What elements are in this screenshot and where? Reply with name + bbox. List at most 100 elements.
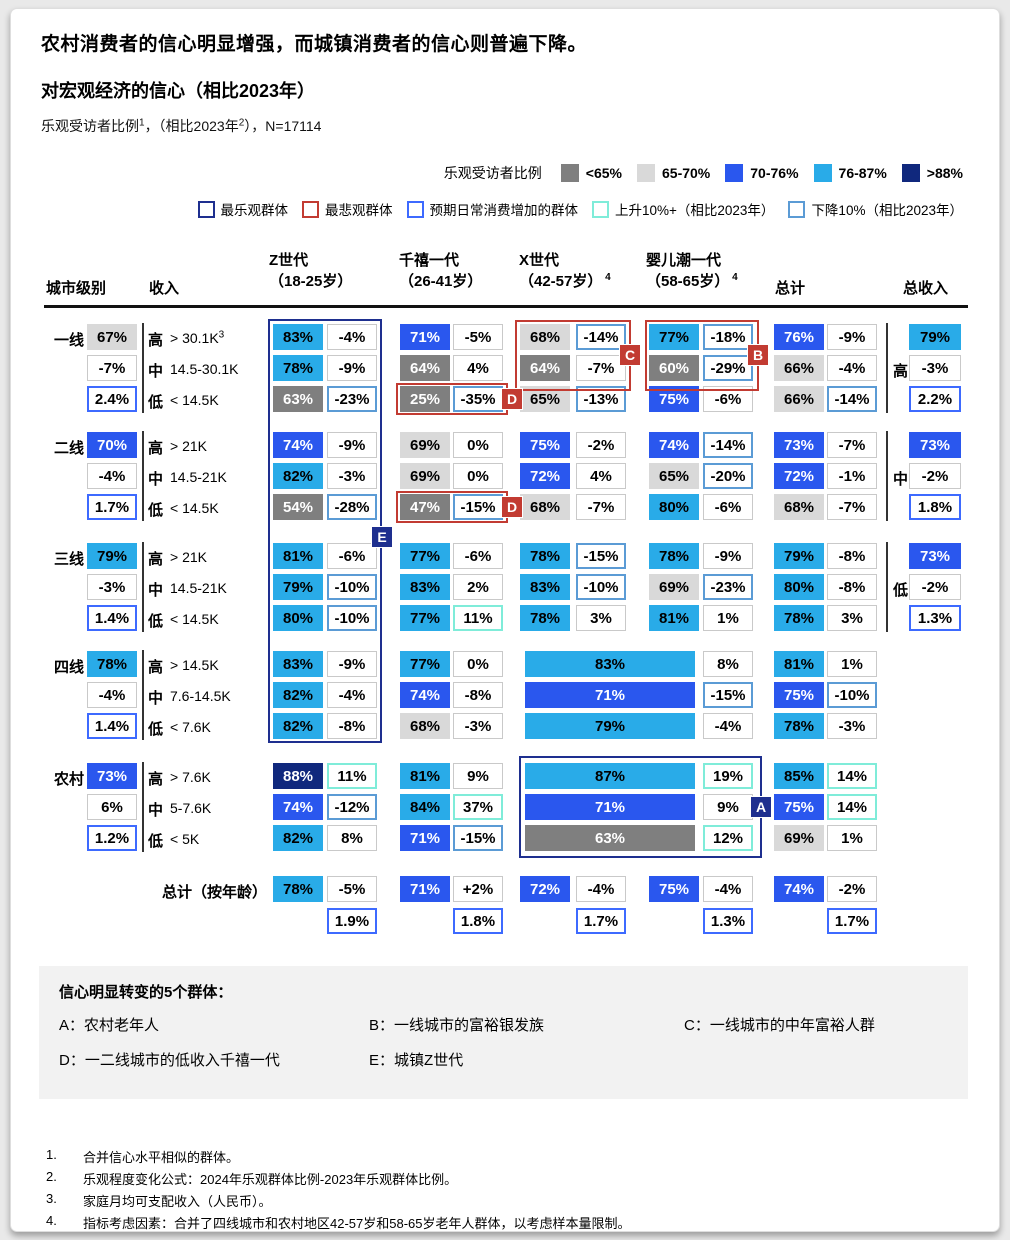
legend-outline-label-1: 最悲观群体 [325, 203, 393, 218]
cell-x-1-2-value: 68% [520, 494, 570, 520]
ti-level-0: 高 [893, 363, 909, 380]
metric-note: 乐观受访者比例1，（相比2023年2），N=17114 [41, 117, 322, 134]
cell-x-1-2-change: -7% [576, 494, 626, 520]
header-gen-3-name: 婴儿潮一代 [646, 252, 722, 269]
cell-city-0-1: -7% [87, 355, 137, 381]
callout-letter-C-2: C [619, 344, 641, 366]
tier-label-0: 一线 [54, 332, 85, 349]
cell-m-3-2-change: -3% [453, 713, 503, 739]
cell-z-4-2-change: 8% [327, 825, 377, 851]
cell-merged-4-0-change: 19% [703, 763, 753, 789]
legend-outline-swatch-up [592, 200, 609, 218]
cell-total-4-1-change: 14% [827, 794, 877, 820]
cell-z-0-1-change: -9% [327, 355, 377, 381]
cell-bb-2-0-change: -9% [703, 543, 753, 569]
callout-letter-D-4: D [501, 388, 523, 410]
metric-note-text: 乐观受访者比例 [41, 118, 139, 134]
callout-frame-E-0 [268, 319, 382, 743]
cell-ti-0-value: 79% [909, 324, 961, 350]
cell-m-4-2-change: -15% [453, 825, 503, 851]
cell-totals-total-exp: 1.7% [827, 908, 877, 934]
cell-total-0-0-change: -9% [827, 324, 877, 350]
cell-merged-3-1-value: 71% [525, 682, 695, 708]
header-total-income: 总收入 [903, 280, 949, 297]
cell-bb-2-1-value: 69% [649, 574, 699, 600]
cell-z-2-2-value: 80% [273, 605, 323, 631]
cell-total-3-2-change: -3% [827, 713, 877, 739]
divider-total-income-2 [886, 542, 888, 632]
cell-bb-2-0-value: 78% [649, 543, 699, 569]
cell-z-0-2-value: 63% [273, 386, 323, 412]
cell-z-4-0-value: 88% [273, 763, 323, 789]
cell-city-2-2: 1.4% [87, 605, 137, 631]
legend-outline-swatch-down [788, 200, 806, 218]
cell-merged-4-2-value: 63% [525, 825, 695, 851]
legend-fill-range-3: 76-87% [838, 165, 887, 181]
income-range-1-1: 14.5-21K [170, 469, 227, 485]
callout-letter-E-0: E [371, 526, 393, 548]
cell-m-4-2-value: 71% [400, 825, 450, 851]
cell-m-4-1-value: 84% [400, 794, 450, 820]
divider-city-income-0 [142, 323, 144, 413]
header-gen-3-age: （58-65岁） 4 [646, 272, 738, 291]
legend-fill-range-1: 65-70% [662, 165, 711, 181]
cell-totals-z-change: -5% [327, 876, 377, 902]
ti-level-2: 低 [893, 582, 909, 599]
cell-bb-0-2-value: 75% [649, 386, 699, 412]
income-level-2-0: 高 [148, 551, 164, 568]
income-level-1-1: 中 [148, 471, 164, 488]
legend-outline-swatch-expect [406, 200, 424, 218]
cell-z-0-1-value: 78% [273, 355, 323, 381]
cell-city-2-1: -3% [87, 574, 137, 600]
tier-label-4: 农村 [54, 771, 85, 788]
cell-merged-3-2-value: 79% [525, 713, 695, 739]
cell-m-4-1-change: 37% [453, 794, 503, 820]
cell-x-2-1-change: -10% [576, 574, 626, 600]
cell-ti-2-exp: 1.3% [909, 605, 961, 631]
cell-city-1-0: 70% [87, 432, 137, 458]
callout-letter-A-1: A [750, 796, 772, 818]
tier-label-3: 四线 [54, 659, 85, 676]
cell-totals-total-change: -2% [827, 876, 877, 902]
legend-fill-range-0: <65% [585, 165, 622, 181]
income-level-2-1: 中 [148, 582, 164, 599]
cell-z-3-1-change: -4% [327, 682, 377, 708]
cell-totals-m-exp: 1.8% [453, 908, 503, 934]
header-city-tier: 城市级别 [46, 280, 107, 297]
cell-city-4-2: 1.2% [87, 825, 137, 851]
header-rule [44, 305, 968, 308]
legend-swatch-g [560, 164, 579, 182]
cell-z-3-1-value: 82% [273, 682, 323, 708]
cell-bb-1-0-value: 74% [649, 432, 699, 458]
cell-merged-4-1-value: 71% [525, 794, 695, 820]
callout-item-desc-E: 城镇Z世代 [394, 1052, 464, 1069]
cell-city-1-1: -4% [87, 463, 137, 489]
footnote-1-text: 合并信心水平相似的群体。 [83, 1150, 240, 1165]
footnote-4-num: 4. [46, 1213, 57, 1228]
cell-bb-1-2-value: 80% [649, 494, 699, 520]
callout-item-desc-D: 一二线城市的低收入千禧一代 [84, 1052, 280, 1069]
header-gen-0-name: Z世代 [269, 252, 309, 269]
cell-m-4-0-change: 9% [453, 763, 503, 789]
header-gen-1-name: 千禧一代 [399, 252, 460, 269]
cell-m-1-0-change: 0% [453, 432, 503, 458]
income-level-4-1: 中 [148, 802, 164, 819]
income-level-4-2: 低 [148, 833, 164, 850]
cell-totals-x-value: 72% [520, 876, 570, 902]
callout-item-key-C: C [684, 1017, 695, 1034]
cell-totals-m-change: +2% [453, 876, 503, 902]
legend-swatch-n [901, 164, 920, 182]
divider-city-income-4 [142, 762, 144, 852]
cell-totals-total-value: 74% [774, 876, 824, 902]
cell-m-1-1-value: 69% [400, 463, 450, 489]
cell-z-4-1-value: 74% [273, 794, 323, 820]
cell-x-1-0-value: 75% [520, 432, 570, 458]
legend-swatch-b [725, 164, 744, 182]
callout-item-key-A: A [59, 1017, 70, 1034]
income-level-0-2: 低 [148, 394, 164, 411]
income-range-4-2: < 5K [170, 831, 200, 847]
cell-merged-4-1-change: 9% [703, 794, 753, 820]
header-total: 总计 [775, 280, 806, 297]
footnote-2-num: 2. [46, 1169, 57, 1184]
income-range-0-0: > 30.1K3 [170, 329, 225, 346]
